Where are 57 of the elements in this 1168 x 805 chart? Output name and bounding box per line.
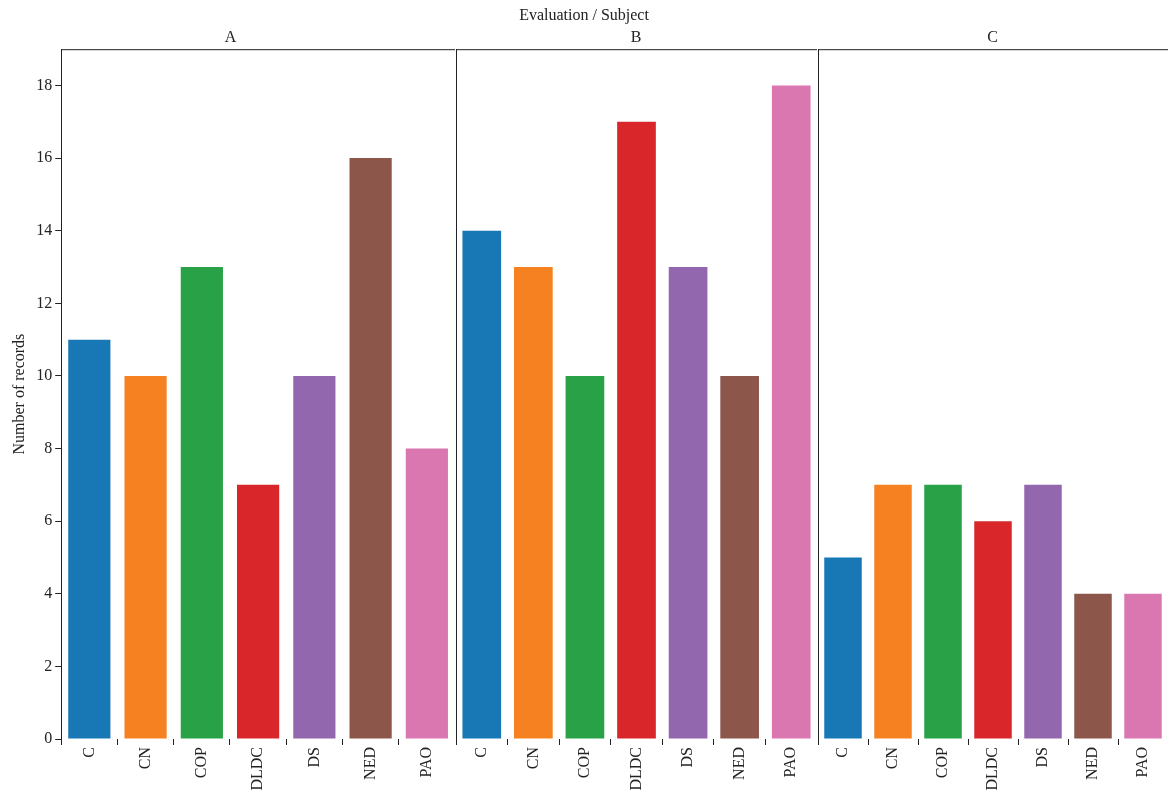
x-tick-label: DS	[304, 747, 322, 768]
bar	[462, 230, 502, 739]
x-tick-label: COP	[933, 746, 951, 779]
y-tick-label: 2	[44, 656, 53, 674]
x-tick-label: COP	[575, 746, 593, 779]
bar	[1124, 593, 1162, 739]
x-tick-label: C	[833, 747, 851, 758]
y-tick-label: 0	[44, 729, 53, 747]
y-tick-label: 6	[44, 511, 53, 529]
text: Evaluation / Subject	[518, 5, 650, 24]
chart-title: A	[224, 27, 237, 45]
bar	[124, 375, 167, 739]
x-tick-label: C	[471, 747, 489, 758]
x-tick-label: CN	[883, 746, 901, 770]
x-tick-label: CN	[135, 746, 153, 770]
bar	[617, 121, 656, 739]
y-tick-label: 12	[36, 293, 53, 311]
bar	[771, 85, 811, 739]
bar	[293, 375, 336, 739]
x-tick-label: NED	[1083, 747, 1101, 780]
bar	[405, 448, 448, 739]
y-tick-label: 8	[44, 438, 53, 456]
bar	[349, 158, 392, 739]
bar	[180, 267, 223, 739]
x-tick-label: NED	[360, 747, 378, 780]
x-tick-label: PAO	[1133, 747, 1151, 778]
x-tick-label: DLDC	[983, 747, 1001, 791]
y-tick-label: 18	[36, 75, 53, 93]
y-tick-label: 4	[44, 583, 53, 601]
x-tick-label: NED	[729, 747, 747, 780]
bar	[1074, 593, 1112, 739]
bar	[1024, 484, 1062, 739]
bar	[824, 557, 862, 739]
y-tick-label: 10	[36, 366, 53, 384]
chart-title: B	[630, 27, 642, 45]
bar	[237, 484, 280, 739]
y-tick-label: 16	[36, 148, 53, 166]
bar	[514, 267, 553, 739]
bar	[924, 484, 962, 739]
x-tick-label: DS	[1033, 747, 1051, 768]
bar	[874, 484, 912, 739]
x-tick-label: DLDC	[626, 747, 644, 791]
x-tick-label: DLDC	[248, 747, 266, 791]
x-tick-label: DS	[678, 747, 696, 768]
y-axis-title: Number of records	[9, 333, 27, 455]
bar	[68, 339, 111, 739]
bar	[565, 375, 605, 739]
bar	[668, 267, 708, 739]
y-tick-label: 14	[36, 220, 53, 238]
chart-title: C	[987, 27, 998, 45]
x-tick-label: COP	[192, 746, 210, 779]
bar	[720, 375, 759, 739]
x-tick-label: PAO	[781, 747, 799, 778]
x-tick-label: C	[79, 747, 97, 758]
x-tick-label: PAO	[417, 747, 435, 778]
x-tick-label: CN	[523, 746, 541, 770]
bar	[974, 521, 1012, 739]
